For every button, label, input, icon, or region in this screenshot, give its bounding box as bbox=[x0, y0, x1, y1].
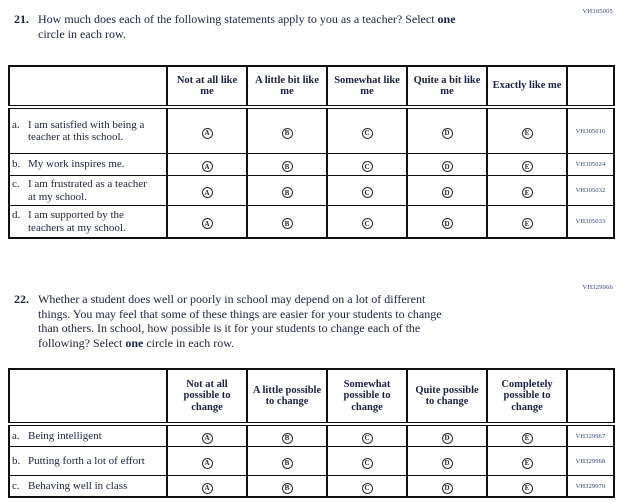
answer-circle[interactable]: D bbox=[441, 432, 453, 444]
question-22-line3: than others. In school, how possible is … bbox=[38, 321, 421, 336]
stub-header bbox=[8, 65, 168, 109]
table-row: b. My work inspires me. A B C D E VH30502… bbox=[8, 153, 615, 176]
column-header: Not at all possible to change bbox=[166, 368, 248, 426]
column-header: Somewhat like me bbox=[326, 65, 408, 109]
answer-circle[interactable]: D bbox=[441, 457, 453, 469]
answer-circle[interactable]: C bbox=[361, 161, 373, 172]
answer-circle[interactable]: A bbox=[201, 187, 213, 198]
row-label: c. Behaving well in class bbox=[8, 475, 168, 498]
column-header: Quite possible to change bbox=[406, 368, 488, 426]
table-row: a. Being intelligent A B C D E VH329967 bbox=[8, 423, 615, 447]
question-21-line2: circle in each row. bbox=[38, 26, 126, 41]
answer-circle[interactable]: B bbox=[281, 218, 293, 229]
answer-circle[interactable]: B bbox=[281, 432, 293, 444]
answer-circle[interactable]: C bbox=[361, 432, 373, 444]
answer-circle[interactable]: A bbox=[201, 127, 213, 139]
question-21-accession-code: VH305005 bbox=[582, 8, 613, 15]
answer-circle[interactable]: D bbox=[441, 161, 453, 172]
answer-circle[interactable]: E bbox=[521, 127, 533, 139]
answer-circle[interactable]: A bbox=[201, 161, 213, 172]
column-header: Exactly like me bbox=[486, 65, 568, 109]
answer-circle[interactable]: C bbox=[361, 482, 373, 494]
column-header: A little bit like me bbox=[246, 65, 328, 109]
stub-header bbox=[8, 368, 168, 426]
answer-circle[interactable]: E bbox=[521, 482, 533, 494]
table-row: b. Putting forth a lot of effort A B C D … bbox=[8, 446, 615, 476]
question-21-text: How much does each of the following stat… bbox=[38, 12, 456, 41]
table-row: c. Behaving well in class A B C D E VH329… bbox=[8, 475, 615, 498]
answer-circle[interactable]: D bbox=[441, 127, 453, 139]
answer-circle[interactable]: D bbox=[441, 218, 453, 229]
table-row: a. I am satisfied with being a teacher at… bbox=[8, 106, 615, 154]
row-label: c. I am frustrated as a teacher at my sch… bbox=[8, 175, 168, 206]
question-22-text: Whether a student does well or poorly in… bbox=[38, 292, 442, 350]
item-code: VH305024 bbox=[566, 153, 615, 176]
answer-circle[interactable]: B bbox=[281, 482, 293, 494]
question-22-number: 22. bbox=[14, 292, 29, 306]
answer-circle[interactable]: C bbox=[361, 457, 373, 469]
question-21: 21. How much does each of the following … bbox=[14, 12, 554, 41]
answer-circle[interactable]: B bbox=[281, 127, 293, 139]
column-header: Completely possible to change bbox=[486, 368, 568, 426]
bold-one: one bbox=[125, 335, 144, 350]
question-21-number: 21. bbox=[14, 12, 29, 26]
row-label: a. Being intelligent bbox=[8, 423, 168, 447]
item-code: VH329970 bbox=[566, 475, 615, 498]
column-header: A little possible to change bbox=[246, 368, 328, 426]
question-22: 22. Whether a student does well or poorl… bbox=[14, 292, 562, 350]
item-code: VH305016 bbox=[566, 106, 615, 154]
table-row: d. I am supported by the teachers at my s… bbox=[8, 205, 615, 239]
answer-circle[interactable]: E bbox=[521, 457, 533, 469]
question-22-line4: following? Select one circle in each row… bbox=[38, 335, 235, 350]
question-22-line2: things. You may feel that some of these … bbox=[38, 306, 442, 321]
answer-circle[interactable]: C bbox=[361, 218, 373, 229]
answer-circle[interactable]: C bbox=[361, 187, 373, 198]
question-22-answer-table: Not at all possible to change A little p… bbox=[8, 368, 615, 498]
answer-circle[interactable]: B bbox=[281, 161, 293, 172]
answer-circle[interactable]: E bbox=[521, 187, 533, 198]
row-label: b. Putting forth a lot of effort bbox=[8, 446, 168, 476]
answer-circle[interactable]: E bbox=[521, 432, 533, 444]
row-label: b. My work inspires me. bbox=[8, 153, 168, 176]
column-header: Quite a bit like me bbox=[406, 65, 488, 109]
answer-circle[interactable]: A bbox=[201, 432, 213, 444]
code-column-header bbox=[566, 368, 615, 426]
answer-circle[interactable]: B bbox=[281, 187, 293, 198]
answer-circle[interactable]: A bbox=[201, 218, 213, 229]
answer-circle[interactable]: C bbox=[361, 127, 373, 139]
row-label: d. I am supported by the teachers at my s… bbox=[8, 205, 168, 239]
answer-circle[interactable]: A bbox=[201, 457, 213, 469]
row-label: a. I am satisfied with being a teacher at… bbox=[8, 106, 168, 154]
bold-one: one bbox=[437, 12, 456, 26]
item-code: VH305033 bbox=[566, 205, 615, 239]
column-header: Somewhat possible to change bbox=[326, 368, 408, 426]
answer-circle[interactable]: D bbox=[441, 187, 453, 198]
code-column-header bbox=[566, 65, 615, 109]
item-code: VH329968 bbox=[566, 446, 615, 476]
answer-circle[interactable]: E bbox=[521, 218, 533, 229]
question-21-answer-table: Not at all like me A little bit like me … bbox=[8, 65, 615, 239]
table-row: c. I am frustrated as a teacher at my sch… bbox=[8, 175, 615, 206]
item-code: VH305032 bbox=[566, 175, 615, 206]
answer-circle[interactable]: B bbox=[281, 457, 293, 469]
item-code: VH329967 bbox=[566, 423, 615, 447]
answer-circle[interactable]: E bbox=[521, 161, 533, 172]
column-header: Not at all like me bbox=[166, 65, 248, 109]
question-21-line1: How much does each of the following stat… bbox=[38, 12, 456, 26]
question-22-accession-code: VH329966 bbox=[582, 284, 613, 291]
question-22-line1: Whether a student does well or poorly in… bbox=[38, 292, 426, 306]
answer-circle[interactable]: D bbox=[441, 482, 453, 494]
answer-circle[interactable]: A bbox=[201, 482, 213, 494]
